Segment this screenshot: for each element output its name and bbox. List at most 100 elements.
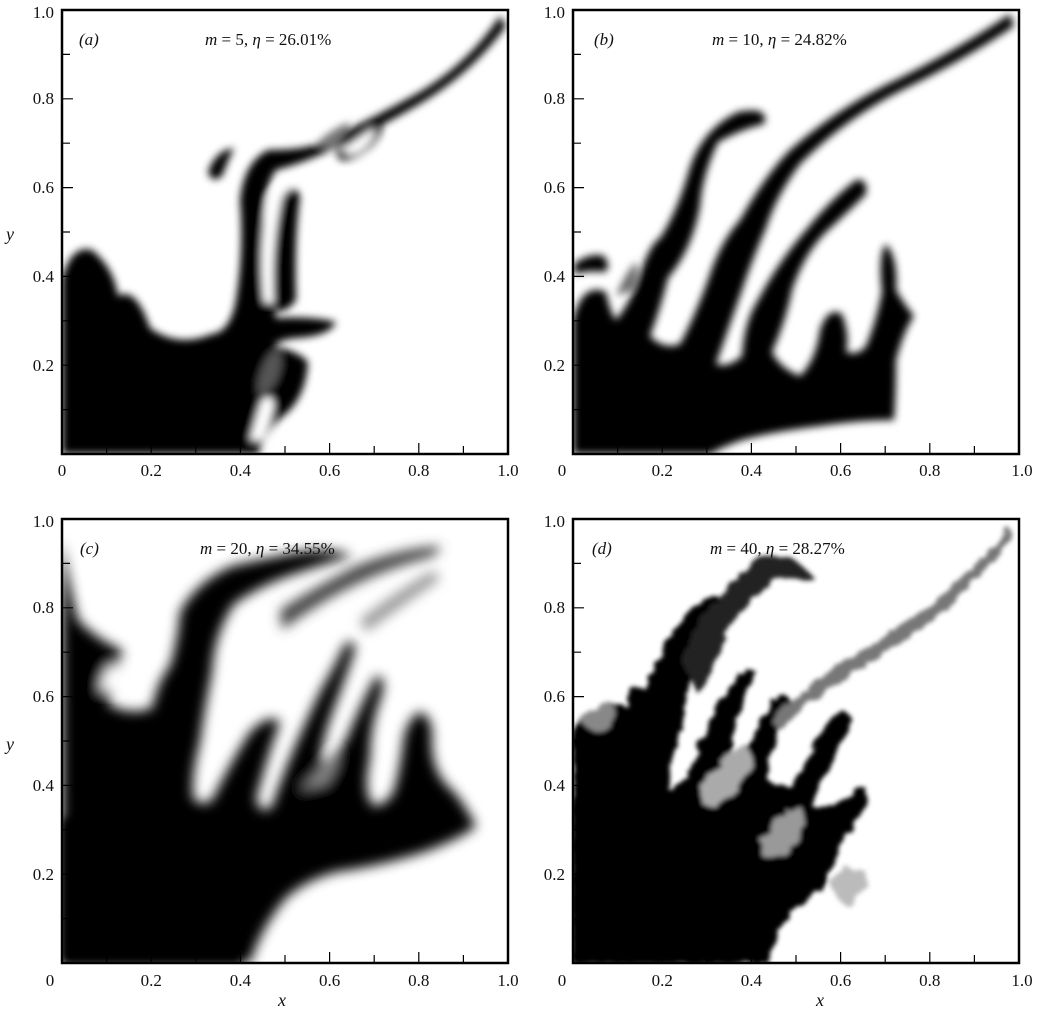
panel-d-x-axis-label: x <box>815 990 824 1010</box>
panel-d-y-tick-1: 0.4 <box>544 776 566 795</box>
panel-c-fluid-field <box>62 540 476 963</box>
panel-d-x-tick-1: 0.2 <box>652 971 673 990</box>
panel-d-x-tick-4: 0.8 <box>919 971 940 990</box>
panel-c-m-symbol: m <box>200 539 212 558</box>
panel-d-eta-symbol: η <box>766 539 774 558</box>
panel-b-y-tick-2: 0.6 <box>544 178 565 197</box>
panel-b-fluid-field <box>573 14 1014 454</box>
panel-c-annotation: m = 20, η = 34.55% <box>200 539 335 558</box>
panel-b-m-value: 10 <box>742 30 759 49</box>
panel-a-x-tick-1: 0.2 <box>141 461 162 480</box>
panel-b-x-tick-3: 0.6 <box>830 461 851 480</box>
panel-c-y-tick-4: 1.0 <box>33 512 54 531</box>
panel-b-x-tick-0: 0 <box>558 461 567 480</box>
panel-d-x-tick-2: 0.4 <box>741 971 763 990</box>
panel-c-eta-value: 34.55% <box>282 539 334 558</box>
panel-a-eta-eq: = <box>261 30 279 49</box>
panel-a-y-tick-4: 1.0 <box>33 3 54 22</box>
panel-c-x-tick-3: 0.6 <box>319 971 340 990</box>
panel-d-y-tick-2: 0.6 <box>544 687 565 706</box>
panel-d-eta-value: 28.27% <box>792 539 844 558</box>
panel-a-y-tick-2: 0.6 <box>33 178 54 197</box>
panel-d-fluid-field <box>573 528 1012 963</box>
panel-c-x-tick-2: 0.4 <box>230 971 252 990</box>
panel-a-y-tick-0: 0.2 <box>33 356 54 375</box>
panel-b-eta-eq: = <box>776 30 794 49</box>
panel-d-x-tick-labels: 0 0.2 0.4 0.6 0.8 1.0 <box>558 971 1033 990</box>
panel-b-y-tick-4: 1.0 <box>544 3 565 22</box>
panel-d-y-tick-0: 0.2 <box>544 865 565 884</box>
panel-b-x-tick-labels: 0 0.2 0.4 0.6 0.8 1.0 <box>558 461 1033 480</box>
panel-b-y-tick-0: 0.2 <box>544 356 565 375</box>
panel-a-y-tick-3: 0.8 <box>33 89 54 108</box>
panel-c-y-axis-label: y <box>4 734 14 754</box>
panel-c-x-tick-4: 0.8 <box>408 971 429 990</box>
panel-d-m-symbol: m <box>710 539 722 558</box>
panel-c-m-eq: = <box>212 539 230 558</box>
panel-a-tag: (a) <box>79 30 99 49</box>
panel-b-y-tick-labels: 0.2 0.4 0.6 0.8 1.0 <box>544 3 566 375</box>
panel-c-x-axis-label: x <box>277 990 286 1010</box>
panel-c-y-tick-labels: 0.2 0.4 0.6 0.8 1.0 <box>33 512 55 884</box>
panel-b-y-tick-1: 0.4 <box>544 267 566 286</box>
panel-b-x-tick-5: 1.0 <box>1011 461 1032 480</box>
panel-d-annotation: m = 40, η = 28.27% <box>710 539 845 558</box>
panel-c: 0 0.2 0.4 0.6 0.8 1.0 0.2 0.4 0.6 0.8 1.… <box>4 512 519 1010</box>
panel-b-eta-value: 24.82% <box>794 30 846 49</box>
panel-d-y-tick-4: 1.0 <box>544 512 565 531</box>
panel-b: 0 0.2 0.4 0.6 0.8 1.0 0.2 0.4 0.6 0.8 1.… <box>544 3 1033 480</box>
panel-c-eta-symbol: η <box>256 539 264 558</box>
panel-d-eta-eq: = <box>774 539 792 558</box>
panel-c-ticks <box>62 562 464 963</box>
panel-a-y-tick-1: 0.4 <box>33 267 55 286</box>
panel-a-eta-value: 26.01% <box>279 30 331 49</box>
panel-c-m-value: 20 <box>230 539 247 558</box>
panel-d-sep: , <box>757 539 766 558</box>
panel-c-y-tick-1: 0.4 <box>33 776 55 795</box>
panel-a-x-tick-5: 1.0 <box>497 461 518 480</box>
panel-d-x-tick-0: 0 <box>558 971 567 990</box>
panel-a-eta-symbol: η <box>252 30 260 49</box>
panel-a-ticks <box>62 53 464 454</box>
panel-d: 0 0.2 0.4 0.6 0.8 1.0 0.2 0.4 0.6 0.8 1.… <box>544 512 1033 1010</box>
panel-a-m-value: 5 <box>235 30 244 49</box>
panel-d-y-tick-3: 0.8 <box>544 598 565 617</box>
panel-d-m-value: 40 <box>740 539 757 558</box>
panel-a-x-tick-0: 0 <box>58 461 67 480</box>
panel-a-sep: , <box>244 30 253 49</box>
panel-b-y-tick-3: 0.8 <box>544 89 565 108</box>
panel-b-annotation: m = 10, η = 24.82% <box>712 30 847 49</box>
panel-d-x-tick-3: 0.6 <box>830 971 851 990</box>
panel-b-ticks <box>573 53 975 454</box>
panel-d-y-tick-labels: 0.2 0.4 0.6 0.8 1.0 <box>544 512 566 884</box>
panel-d-x-tick-5: 1.0 <box>1011 971 1032 990</box>
panel-a-x-tick-labels: 0 0.2 0.4 0.6 0.8 1.0 <box>58 461 519 480</box>
panel-d-m-eq: = <box>722 539 740 558</box>
panel-a-y-axis-label: y <box>4 224 14 244</box>
panel-b-eta-symbol: η <box>768 30 776 49</box>
panel-a-x-tick-3: 0.6 <box>319 461 340 480</box>
panel-c-tag: (c) <box>80 539 99 558</box>
panel-a-annotation: m = 5, η = 26.01% <box>205 30 331 49</box>
panel-c-y-tick-0: 0.2 <box>33 865 54 884</box>
panel-c-y-tick-2: 0.6 <box>33 687 54 706</box>
panel-a-x-tick-4: 0.8 <box>408 461 429 480</box>
panel-c-x-tick-labels: 0 0.2 0.4 0.6 0.8 1.0 <box>46 971 519 990</box>
panel-c-x-tick-1: 0.2 <box>141 971 162 990</box>
panel-b-x-tick-1: 0.2 <box>652 461 673 480</box>
panel-b-x-tick-4: 0.8 <box>919 461 940 480</box>
panel-a-y-tick-labels: 0.2 0.4 0.6 0.8 1.0 <box>33 3 55 375</box>
panel-b-x-tick-2: 0.4 <box>741 461 763 480</box>
panel-a-m-eq: = <box>217 30 235 49</box>
panel-b-sep: , <box>759 30 768 49</box>
panel-c-eta-eq: = <box>264 539 282 558</box>
panel-a: 0 0.2 0.4 0.6 0.8 1.0 0.2 0.4 0.6 0.8 1.… <box>4 3 519 480</box>
panel-c-y-tick-3: 0.8 <box>33 598 54 617</box>
panel-b-m-symbol: m <box>712 30 724 49</box>
panel-b-tag: (b) <box>594 30 614 49</box>
panel-a-fluid-field <box>62 16 506 454</box>
panel-c-sep: , <box>247 539 256 558</box>
panel-a-m-symbol: m <box>205 30 217 49</box>
panel-d-ticks <box>573 562 975 963</box>
